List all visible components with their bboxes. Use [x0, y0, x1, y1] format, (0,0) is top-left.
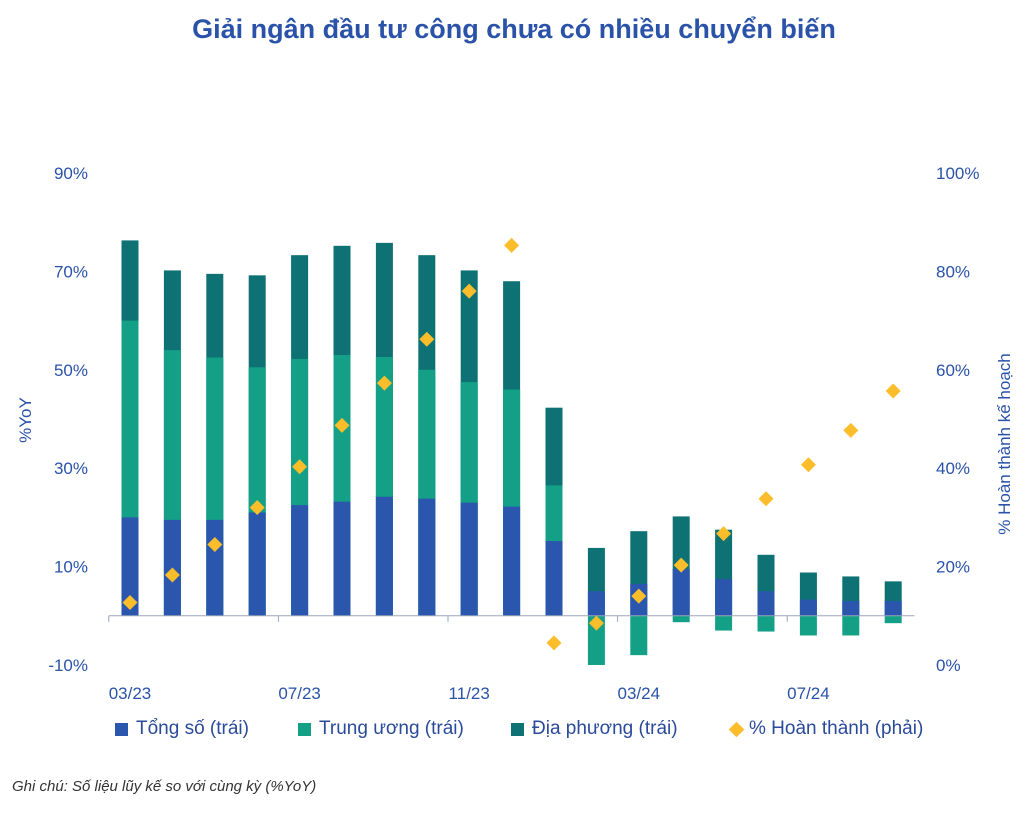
completion-marker [249, 500, 265, 516]
completion-marker [673, 557, 689, 573]
x-tick-label: 07/23 [278, 684, 321, 703]
left-tick-label: 90% [54, 164, 88, 183]
completion-marker [292, 459, 308, 475]
chart-title: Giải ngân đầu tư công chưa có nhiều chuy… [192, 14, 836, 44]
x-tick-label: 07/24 [787, 684, 830, 703]
legend-item-completion: % Hoàn thành (phải) [728, 718, 923, 740]
right-tick-label: 0% [936, 656, 961, 675]
legend-label-local: Địa phương (trái) [532, 718, 678, 739]
x-tick-label: 03/24 [618, 684, 661, 703]
central-bar [799, 615, 817, 636]
x-tick-label: 03/23 [109, 684, 152, 703]
completion-marker [334, 417, 350, 433]
central-bar [884, 615, 902, 624]
total-bar [884, 601, 902, 616]
central-bar [757, 615, 775, 632]
total-bar [842, 601, 860, 616]
completion-marker [800, 457, 816, 473]
completion-marker [207, 536, 223, 552]
total-bar [375, 496, 393, 616]
total-bar [291, 505, 309, 616]
central-bar [842, 615, 860, 636]
x-axis-labels: 03/23 07/23 11/23 03/24 07/24 [109, 684, 830, 703]
central-bar [715, 615, 733, 631]
right-tick-label: 100% [936, 164, 979, 183]
completion-marker [461, 283, 477, 299]
x-axis [108, 615, 915, 622]
completion-marker [758, 491, 774, 507]
left-axis-title: %YoY [16, 397, 35, 443]
total-bar [587, 591, 605, 616]
total-bar [418, 498, 436, 616]
right-tick-label: 40% [936, 459, 970, 478]
left-tick-label: 30% [54, 459, 88, 478]
legend-item-central: Trung ương (trái) [298, 718, 464, 740]
total-bar [121, 517, 139, 616]
footnote: Ghi chú: Số liệu lũy kế so với cùng kỳ (… [12, 778, 317, 795]
completion-marker [843, 422, 859, 438]
legend-swatch-total [115, 722, 128, 736]
left-tick-label: 10% [54, 558, 88, 577]
completion-markers [122, 237, 901, 651]
total-bar [545, 541, 563, 616]
right-axis-title: % Hoàn thành kế hoạch [995, 353, 1014, 534]
completion-marker [588, 615, 604, 631]
total-bar [672, 569, 690, 616]
legend-swatch-local [511, 722, 524, 736]
completion-marker [419, 331, 435, 347]
right-tick-label: 20% [936, 558, 970, 577]
total-bar [757, 591, 775, 616]
left-tick-label: 50% [54, 361, 88, 380]
legend-label-total: Tổng số (trái) [136, 718, 249, 739]
right-axis-ticks: 100% 80% 60% 40% 20% 0% [936, 164, 979, 675]
right-tick-label: 80% [936, 262, 970, 281]
legend-label-completion: % Hoàn thành (phải) [749, 718, 924, 739]
completion-marker [504, 237, 520, 253]
x-tick-label: 11/23 [449, 684, 490, 703]
central-bar [630, 615, 648, 656]
legend-label-central: Trung ương (trái) [319, 718, 464, 739]
right-tick-label: 60% [936, 361, 970, 380]
completion-marker [716, 526, 732, 542]
legend-item-local: Địa phương (trái) [511, 718, 678, 740]
central-bar [672, 615, 690, 623]
total-bar [248, 512, 266, 616]
completion-marker [546, 635, 562, 651]
completion-marker [376, 375, 392, 391]
left-tick-label: 70% [54, 262, 88, 281]
completion-marker [885, 383, 901, 399]
completion-marker [631, 588, 647, 604]
total-bar [460, 502, 478, 616]
completion-marker [122, 595, 138, 611]
left-tick-label: -10% [48, 656, 88, 675]
total-bar [503, 506, 521, 616]
legend-diamond-completion [728, 721, 745, 737]
completion-marker [164, 567, 180, 583]
legend-item-total: Tổng số (trái) [115, 718, 249, 740]
legend: Tổng số (trái) Trung ương (trái) Địa phư… [0, 718, 1028, 746]
total-bar [715, 578, 733, 616]
total-bar [799, 599, 817, 616]
left-axis-ticks: 90% 70% 50% 30% 10% -10% [48, 164, 88, 675]
legend-swatch-central [298, 722, 311, 736]
total-bar [206, 519, 224, 616]
total-bars [121, 496, 902, 616]
central-bar [587, 615, 605, 665]
total-bar [333, 501, 351, 616]
